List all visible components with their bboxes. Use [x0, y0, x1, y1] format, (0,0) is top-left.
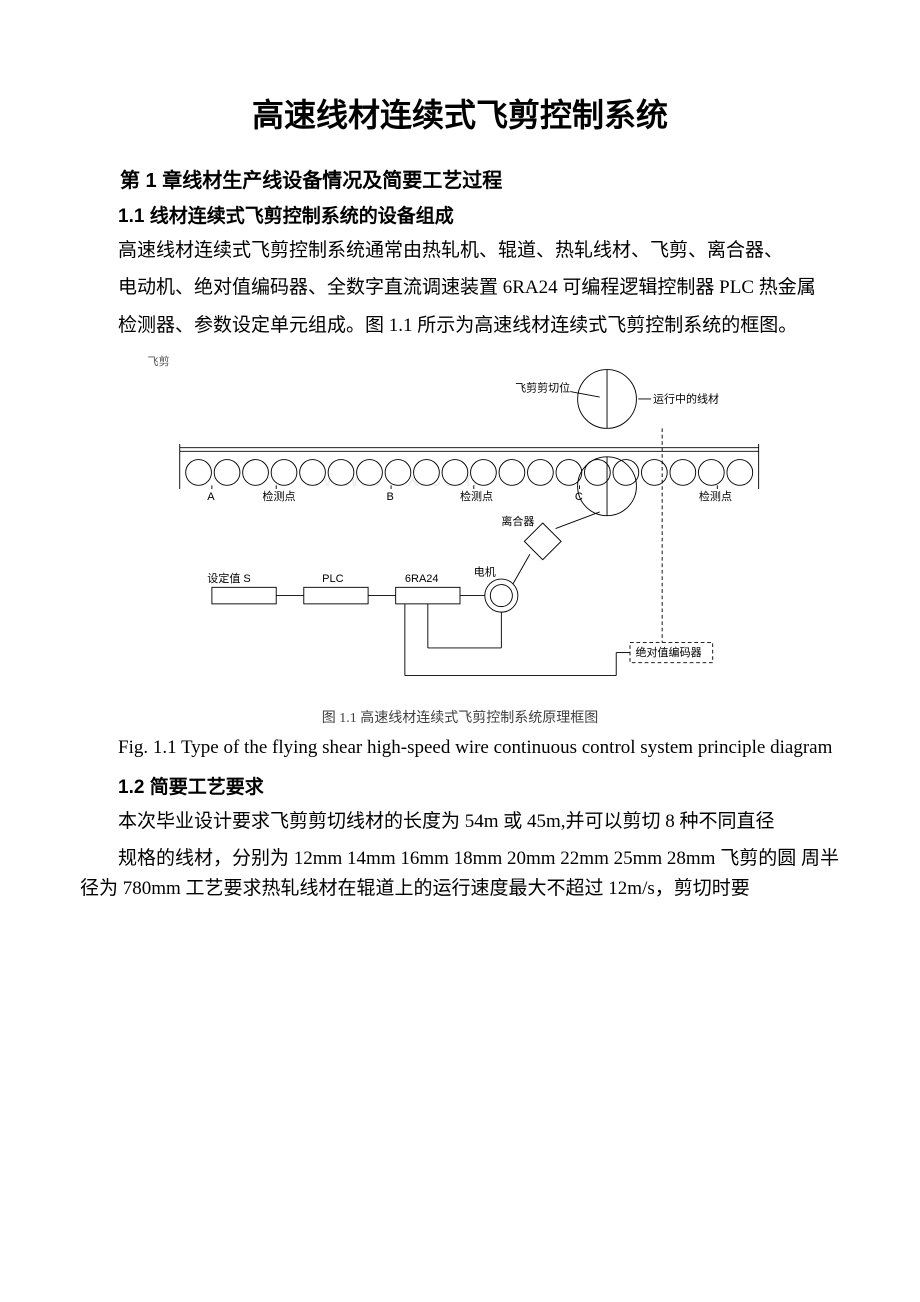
- chapter-heading: 第 1 章线材生产线设备情况及简要工艺过程: [80, 164, 840, 193]
- document-title: 高速线材连续式飞剪控制系统: [80, 90, 840, 136]
- svg-text:检测点: 检测点: [699, 489, 732, 503]
- section-2-heading: 1.2 简要工艺要求: [80, 772, 840, 799]
- svg-text:检测点: 检测点: [460, 489, 493, 503]
- svg-text:检测点: 检测点: [262, 489, 295, 503]
- paragraph: 本次毕业设计要求飞剪剪切线材的长度为 54m 或 45m,并可以剪切 8 种不同…: [80, 807, 840, 836]
- paragraph: 电动机、绝对值编码器、全数字直流调速装置 6RA24 可编程逻辑控制器 PLC …: [80, 273, 840, 302]
- figure-1-1: 飞剪www.b ox.com飞剪剪切位运行中的线材A检测点B检测点C检测点离合器…: [80, 348, 840, 727]
- svg-text:PLC: PLC: [322, 573, 343, 585]
- svg-text:C: C: [575, 491, 583, 503]
- svg-text:飞剪: 飞剪: [148, 354, 170, 368]
- paragraph: 规格的线材，分别为 12mm 14mm 16mm 18mm 20mm 22mm …: [80, 844, 840, 903]
- svg-text:运行中的线材: 运行中的线材: [653, 392, 719, 406]
- svg-text:电机: 电机: [474, 565, 496, 579]
- svg-text:A: A: [207, 491, 215, 503]
- svg-text:B: B: [386, 491, 393, 503]
- svg-text:6RA24: 6RA24: [405, 573, 439, 585]
- svg-text:绝对值编码器: 绝对值编码器: [636, 646, 702, 660]
- paragraph: 检测器、参数设定单元组成。图 1.1 所示为高速线材连续式飞剪控制系统的框图。: [80, 311, 840, 340]
- figure-caption-en: Fig. 1.1 Type of the flying shear high-s…: [80, 735, 840, 762]
- svg-text:飞剪剪切位: 飞剪剪切位: [515, 381, 570, 395]
- figure-caption-cn: 图 1.1 高速线材连续式飞剪控制系统原理框图: [80, 707, 840, 727]
- section-1-heading: 1.1 线材连续式飞剪控制系统的设备组成: [80, 201, 840, 228]
- svg-text:离合器: 离合器: [501, 514, 534, 528]
- svg-text:设定值 S: 设定值 S: [207, 571, 250, 585]
- paragraph: 高速线材连续式飞剪控制系统通常由热轧机、辊道、热轧线材、飞剪、离合器、: [80, 236, 840, 265]
